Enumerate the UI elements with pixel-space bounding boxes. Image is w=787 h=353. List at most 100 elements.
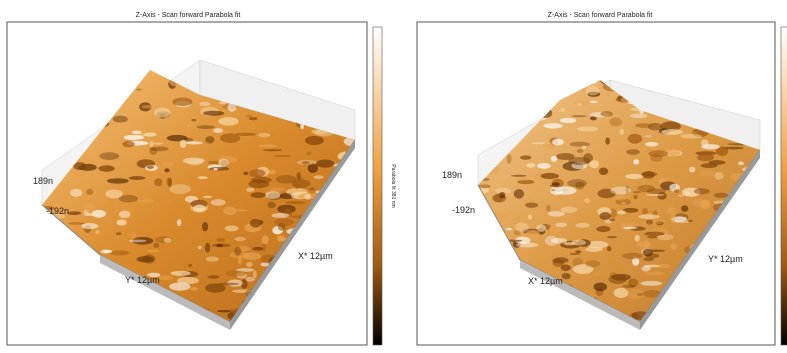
texture-blob [261,235,269,245]
texture-blob [692,198,708,208]
texture-blob [235,132,257,137]
texture-blob [495,187,512,194]
texture-blob [217,282,240,286]
texture-blob [658,263,671,268]
texture-blob [216,238,226,242]
texture-blob [642,290,663,298]
texture-blob [567,179,587,188]
texture-blob [670,243,678,250]
texture-blob [196,125,215,130]
texture-blob [525,202,539,208]
texture-blob [697,153,714,162]
texture-blob [105,189,123,199]
texture-blob [301,161,310,165]
texture-blob [641,265,651,272]
texture-blob [689,166,696,173]
texture-blob [313,175,324,180]
texture-blob [201,222,209,232]
side-wall [199,59,356,141]
texture-blob [225,270,247,277]
texture-blob [560,108,565,113]
texture-blob [177,219,182,227]
texture-blob [617,210,627,215]
texture-blob [545,204,551,212]
texture-blob [106,178,129,184]
texture-blob [162,162,174,167]
texture-blob [186,158,204,166]
texture-blob [149,146,169,152]
texture-blob [70,188,83,197]
texture-blob [634,234,640,242]
texture-blob [216,309,232,313]
texture-blob [136,256,155,263]
texture-blob [671,216,688,222]
texture-blob [650,154,663,162]
colorbar [372,26,383,346]
texture-blob [619,128,625,135]
texture-blob [554,186,577,195]
x-axis-label: X* 12µm [528,276,563,286]
texture-blob [141,104,160,109]
texture-blob [267,192,283,201]
texture-blob [537,163,551,169]
texture-blob [199,101,211,107]
texture-blob [123,134,144,140]
texture-blob [715,146,729,157]
texture-blob [699,199,711,209]
texture-blob [131,130,142,135]
texture-blob [138,198,154,203]
texture-blob [622,207,639,213]
texture-blob [561,272,571,280]
texture-blob [646,235,659,239]
texture-blob [177,277,199,285]
texture-blob [575,222,590,228]
texture-blob [251,176,272,184]
texture-blob [258,144,278,148]
texture-blob [218,117,239,126]
texture-blob [272,226,284,235]
texture-blob [235,209,248,212]
texture-blob [585,246,603,252]
texture-blob [722,146,744,150]
texture-blob [700,163,718,169]
texture-blob [122,140,135,148]
texture-blob [563,242,576,246]
texture-blob [560,264,571,271]
texture-blob [298,193,320,200]
z-min-label: -192n [452,205,475,215]
texture-blob [223,206,237,216]
texture-blob [611,273,631,281]
texture-blob [132,236,154,245]
texture-blob [585,260,601,268]
texture-blob [643,257,654,262]
texture-blob [645,271,665,276]
texture-blob [163,237,172,243]
texture-blob [573,99,592,106]
texture-blob [643,264,662,268]
texture-blob [642,171,655,179]
texture-blob [555,222,568,228]
texture-blob [506,154,512,165]
texture-blob [343,136,355,147]
texture-blob [634,123,654,128]
texture-blob [575,250,582,254]
texture-blob [637,184,655,193]
texture-blob [590,116,597,121]
texture-blob [202,195,213,199]
texture-blob [248,117,258,121]
texture-blob [585,85,600,96]
texture-blob [575,181,585,190]
texture-blob [657,192,667,200]
texture-blob [164,168,170,173]
texture-blob [275,175,297,184]
texture-blob [569,141,590,147]
texture-blob [274,218,294,226]
texture-blob [593,271,600,276]
texture-blob [197,176,208,180]
texture-blob [552,257,569,264]
texture-blob [316,159,335,168]
texture-blob [628,278,639,288]
texture-blob [596,226,611,233]
texture-blob [296,159,318,165]
texture-blob [620,202,627,206]
